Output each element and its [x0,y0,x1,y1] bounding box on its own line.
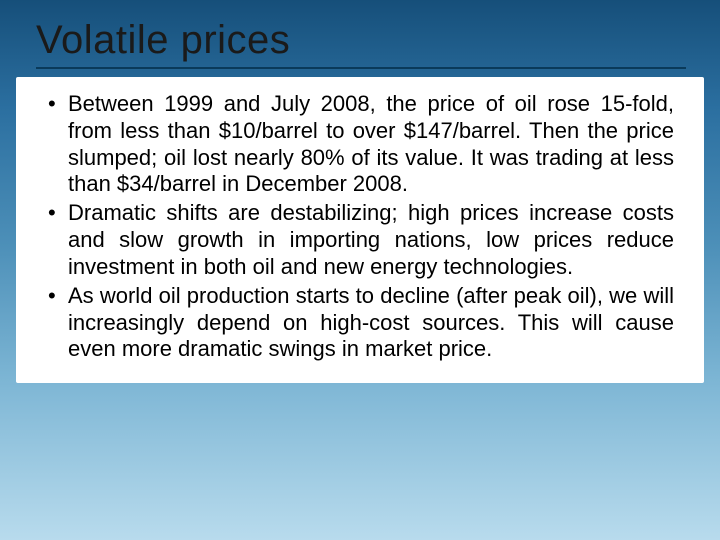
list-item: Dramatic shifts are destabilizing; high … [46,200,674,280]
slide: Volatile prices Between 1999 and July 20… [0,0,720,540]
slide-title: Volatile prices [36,18,686,67]
content-box: Between 1999 and July 2008, the price of… [16,77,704,383]
list-item: Between 1999 and July 2008, the price of… [46,91,674,198]
title-area: Volatile prices [14,18,706,69]
title-underline [36,67,686,69]
list-item: As world oil production starts to declin… [46,283,674,363]
bullet-list: Between 1999 and July 2008, the price of… [46,91,674,363]
